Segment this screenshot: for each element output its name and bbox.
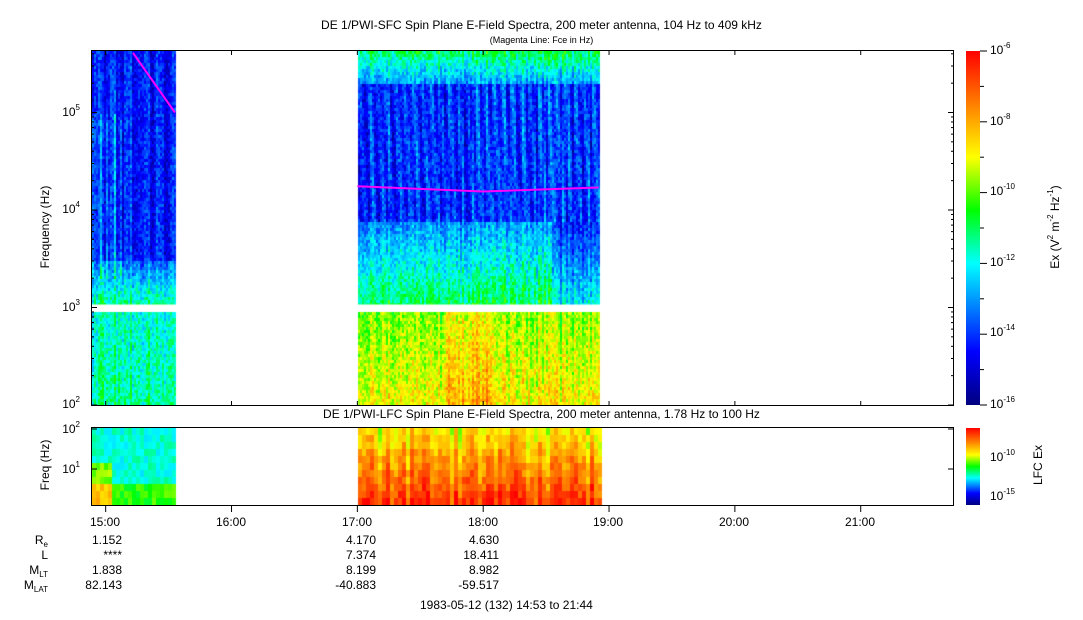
lfc-title: DE 1/PWI-LFC Spin Plane E-Field Spectra,… bbox=[323, 407, 760, 421]
cb-tick: 10-10 bbox=[990, 182, 1015, 199]
time-range-footer: 1983-05-12 (132) 14:53 to 21:44 bbox=[420, 598, 593, 612]
x-tick-label: 21:00 bbox=[844, 515, 876, 529]
sfc-title: DE 1/PWI-SFC Spin Plane E-Field Spectra,… bbox=[321, 18, 762, 32]
lfc-spectrogram bbox=[92, 428, 953, 505]
cb-tick: 10-10 bbox=[990, 448, 1015, 465]
lfc-colorbar bbox=[966, 428, 980, 505]
cb-tick: 10-6 bbox=[990, 41, 1011, 58]
sfc-panel-frame bbox=[91, 50, 954, 406]
eph-label-l: L bbox=[41, 548, 48, 562]
x-tick-label: 19:00 bbox=[592, 515, 624, 529]
sfc-colorbar bbox=[966, 51, 980, 405]
eph-label-mlt: MLT bbox=[29, 563, 48, 579]
eph-value: -59.517 bbox=[458, 578, 499, 592]
cb-tick: 10-12 bbox=[990, 253, 1015, 270]
sfc-subtitle: (Magenta Line: Fce in Hz) bbox=[489, 35, 594, 45]
y-tick-1e4: 104 bbox=[62, 200, 80, 217]
eph-value: 1.838 bbox=[91, 563, 122, 577]
y-tick-1e5: 105 bbox=[62, 103, 80, 120]
y-tick-1e3: 103 bbox=[62, 298, 80, 315]
eph-value: 8.199 bbox=[345, 563, 376, 577]
y-tick-1e2: 102 bbox=[62, 420, 80, 437]
eph-value: 4.170 bbox=[345, 533, 376, 547]
eph-value: 7.374 bbox=[345, 548, 376, 562]
fce-line bbox=[357, 185, 599, 193]
fce-line bbox=[132, 52, 176, 114]
eph-value: 18.411 bbox=[463, 548, 499, 562]
eph-value: 4.630 bbox=[468, 533, 499, 547]
y-tick-1e2: 102 bbox=[62, 395, 80, 412]
y-tick-1e1: 101 bbox=[62, 460, 80, 477]
cb-tick: 10-16 bbox=[990, 395, 1015, 412]
lfc-panel-frame bbox=[91, 427, 954, 506]
eph-value: **** bbox=[103, 548, 122, 562]
eph-value: -40.883 bbox=[335, 578, 376, 592]
eph-label-re: Re bbox=[34, 533, 48, 549]
cb-tick: 10-8 bbox=[990, 112, 1011, 129]
cb-tick: 10-15 bbox=[990, 487, 1015, 504]
sfc-spectrogram bbox=[92, 51, 953, 405]
x-tick-label: 16:00 bbox=[215, 515, 247, 529]
eph-value: 1.152 bbox=[91, 533, 122, 547]
eph-label-mlat: MLAT bbox=[23, 578, 48, 594]
x-tick-label: 15:00 bbox=[89, 515, 121, 529]
x-tick-label: 20:00 bbox=[718, 515, 750, 529]
cb-tick: 10-14 bbox=[990, 323, 1015, 340]
x-tick-label: 18:00 bbox=[467, 515, 499, 529]
x-tick-label: 17:00 bbox=[341, 515, 373, 529]
eph-value: 82.143 bbox=[85, 578, 122, 592]
eph-value: 8.982 bbox=[468, 563, 499, 577]
